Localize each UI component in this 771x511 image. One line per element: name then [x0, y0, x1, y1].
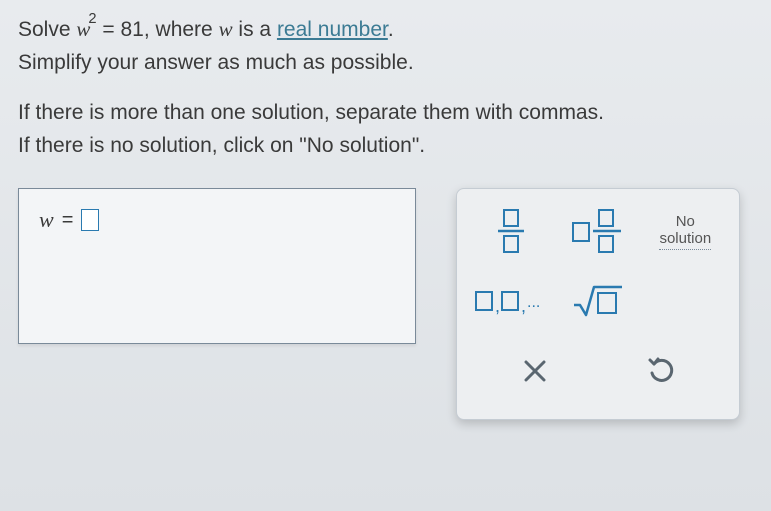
tool-empty — [646, 273, 725, 329]
problem-line-4: If there is no solution, click on "No so… — [18, 130, 753, 163]
problem-line-1: Solve w2 = 81, where w is a real number. — [18, 8, 753, 47]
svg-text:...: ... — [527, 294, 540, 311]
rhs-value: 81 — [121, 18, 144, 41]
problem-line-3: If there is more than one solution, sepa… — [18, 97, 753, 130]
svg-text:,: , — [495, 296, 500, 316]
undo-icon — [647, 356, 677, 386]
problem-statement: Solve w2 = 81, where w is a real number.… — [18, 8, 753, 162]
equals-text: = — [97, 18, 121, 41]
no-solution-button[interactable]: No solution — [646, 203, 725, 259]
fraction-button[interactable] — [471, 203, 550, 259]
mixed-number-button[interactable] — [558, 203, 637, 259]
undo-button[interactable] — [628, 343, 695, 399]
list-button[interactable]: , , ... — [471, 273, 550, 329]
svg-text:,: , — [521, 296, 526, 316]
math-toolbox: No solution , , ... — [456, 188, 740, 420]
square-root-button[interactable] — [558, 273, 637, 329]
no-solution-label: No solution — [659, 213, 711, 250]
answer-box[interactable]: w = — [18, 188, 416, 344]
text-where: , where — [144, 18, 219, 41]
answer-equals: = — [62, 209, 74, 232]
answer-variable: w — [39, 207, 54, 233]
answer-input-placeholder[interactable] — [81, 209, 99, 231]
clear-button[interactable] — [501, 343, 568, 399]
text-period: . — [388, 18, 394, 41]
close-icon — [522, 358, 548, 384]
real-number-link[interactable]: real number — [277, 18, 388, 41]
text-is-a: is a — [233, 18, 277, 41]
text-solve: Solve — [18, 18, 76, 41]
variable-w-2: w — [219, 17, 233, 41]
problem-line-2: Simplify your answer as much as possible… — [18, 47, 753, 80]
exponent-2: 2 — [88, 11, 96, 27]
